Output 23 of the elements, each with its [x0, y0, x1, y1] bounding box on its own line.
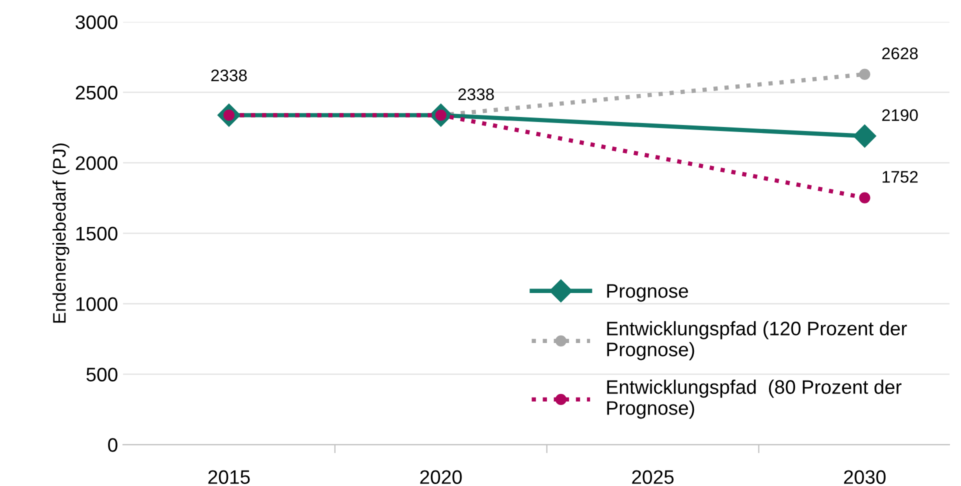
- point: [859, 192, 870, 204]
- y-tick-label: 1500: [76, 226, 118, 241]
- point: [853, 124, 876, 148]
- data-label: 2338: [211, 70, 247, 82]
- y-tick-label: 2000: [76, 156, 118, 170]
- x-tick-label: 2030: [844, 470, 886, 484]
- y-tick-label: 500: [86, 368, 118, 382]
- x-tick-label: 2025: [632, 470, 674, 484]
- y-tick-label: 0: [108, 438, 118, 452]
- y-tick-label: 3000: [76, 15, 118, 30]
- y-tick-label: 2500: [76, 86, 118, 100]
- y-tick-label: 1000: [76, 297, 118, 311]
- y-axis-title: Endenergiebedarf (PJ): [52, 144, 70, 323]
- legend-label: Entwicklungspfad (80 Prozent der Prognose): [607, 380, 902, 419]
- point: [859, 68, 870, 80]
- x-tick-label: 2015: [208, 470, 250, 484]
- data-label: 2338: [458, 88, 494, 100]
- data-label: 2190: [882, 109, 918, 122]
- x-tick-label: 2020: [420, 470, 462, 484]
- data-label: 2628: [882, 48, 918, 60]
- legend-label: Entwicklungspfad (120 Prozent der Prognose): [607, 321, 907, 360]
- data-label: 1752: [882, 170, 918, 183]
- legend-label: Prognose: [607, 284, 688, 302]
